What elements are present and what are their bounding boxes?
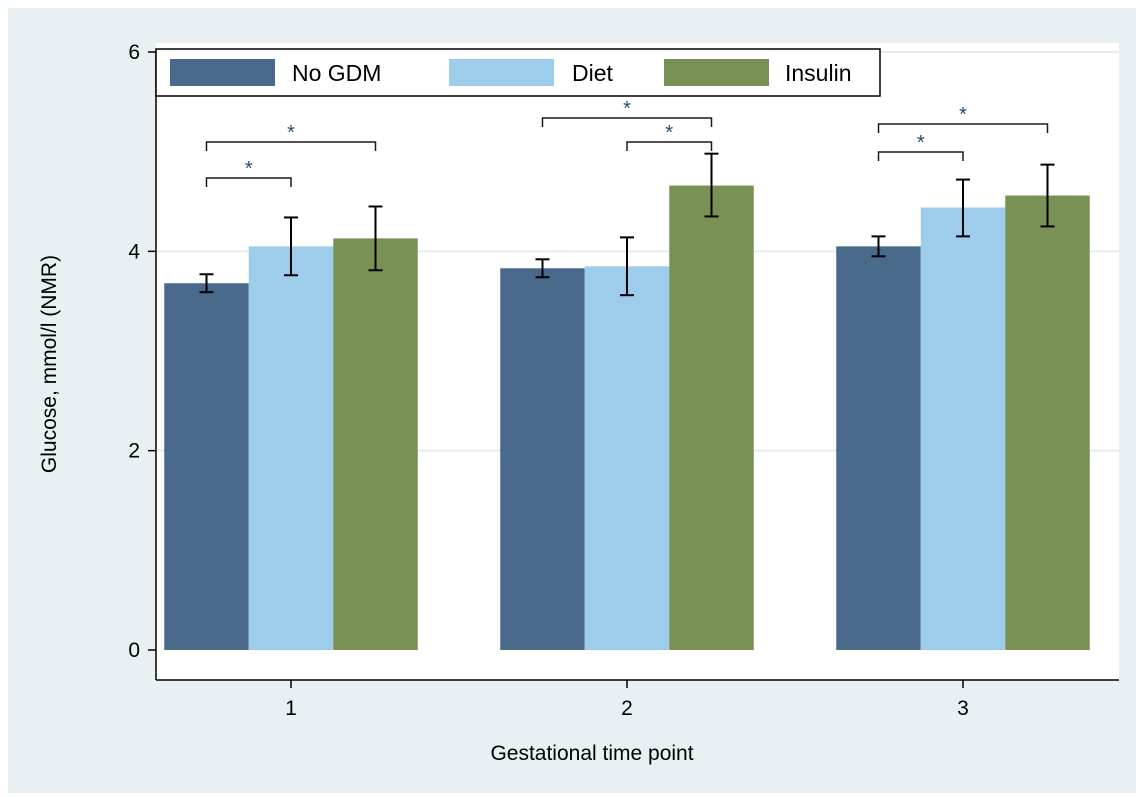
error-bars xyxy=(199,152,1055,297)
bar xyxy=(920,207,1006,651)
bar xyxy=(333,238,418,651)
legend-label: No GDM xyxy=(292,60,381,86)
significance-star: * xyxy=(959,104,967,126)
chart-frame: * * * * * * 0 2 4 6 1 2 3 No GDM Diet Insulin Gestati… xyxy=(8,8,1136,793)
bar xyxy=(669,185,754,650)
y-tick-label: 4 xyxy=(128,240,140,263)
y-tick-label: 6 xyxy=(128,41,140,64)
bar xyxy=(500,268,585,650)
y-axis-title: Glucose, mmol/l (NMR) xyxy=(38,255,61,473)
legend-swatch xyxy=(664,59,769,86)
significance-bracket xyxy=(877,123,1049,133)
bars xyxy=(164,185,1090,651)
significance-bracket xyxy=(205,141,377,151)
legend-swatch xyxy=(170,59,275,86)
bar-chart: * * * * * * 0 2 4 6 1 2 3 No GDM Diet Insulin Gestati… xyxy=(38,41,1119,765)
significance-star: * xyxy=(287,122,295,144)
legend-swatch xyxy=(449,59,554,86)
significance-star: * xyxy=(623,98,631,120)
bar xyxy=(584,266,670,650)
bar xyxy=(164,283,249,650)
y-tick-label: 2 xyxy=(128,440,140,463)
legend: No GDM Diet Insulin xyxy=(155,48,881,97)
legend-label: Insulin xyxy=(785,60,851,86)
bar xyxy=(248,246,334,650)
x-tick-label: 1 xyxy=(285,697,297,720)
significance-brackets: * * * * * * xyxy=(205,98,1049,187)
significance-star: * xyxy=(665,122,673,144)
legend-label: Diet xyxy=(572,60,614,86)
bar xyxy=(836,246,921,650)
significance-bracket xyxy=(541,117,713,127)
axes: 0 2 4 6 1 2 3 xyxy=(128,41,1119,720)
significance-bracket xyxy=(205,177,292,187)
bar xyxy=(1005,195,1090,650)
y-tick-label: 0 xyxy=(128,639,140,662)
significance-bracket xyxy=(877,151,964,161)
x-tick-label: 3 xyxy=(957,697,969,720)
significance-bracket xyxy=(626,141,713,151)
x-tick-label: 2 xyxy=(621,697,633,720)
significance-star: * xyxy=(245,158,253,180)
significance-star: * xyxy=(917,132,925,154)
x-axis-title: Gestational time point xyxy=(490,742,693,765)
